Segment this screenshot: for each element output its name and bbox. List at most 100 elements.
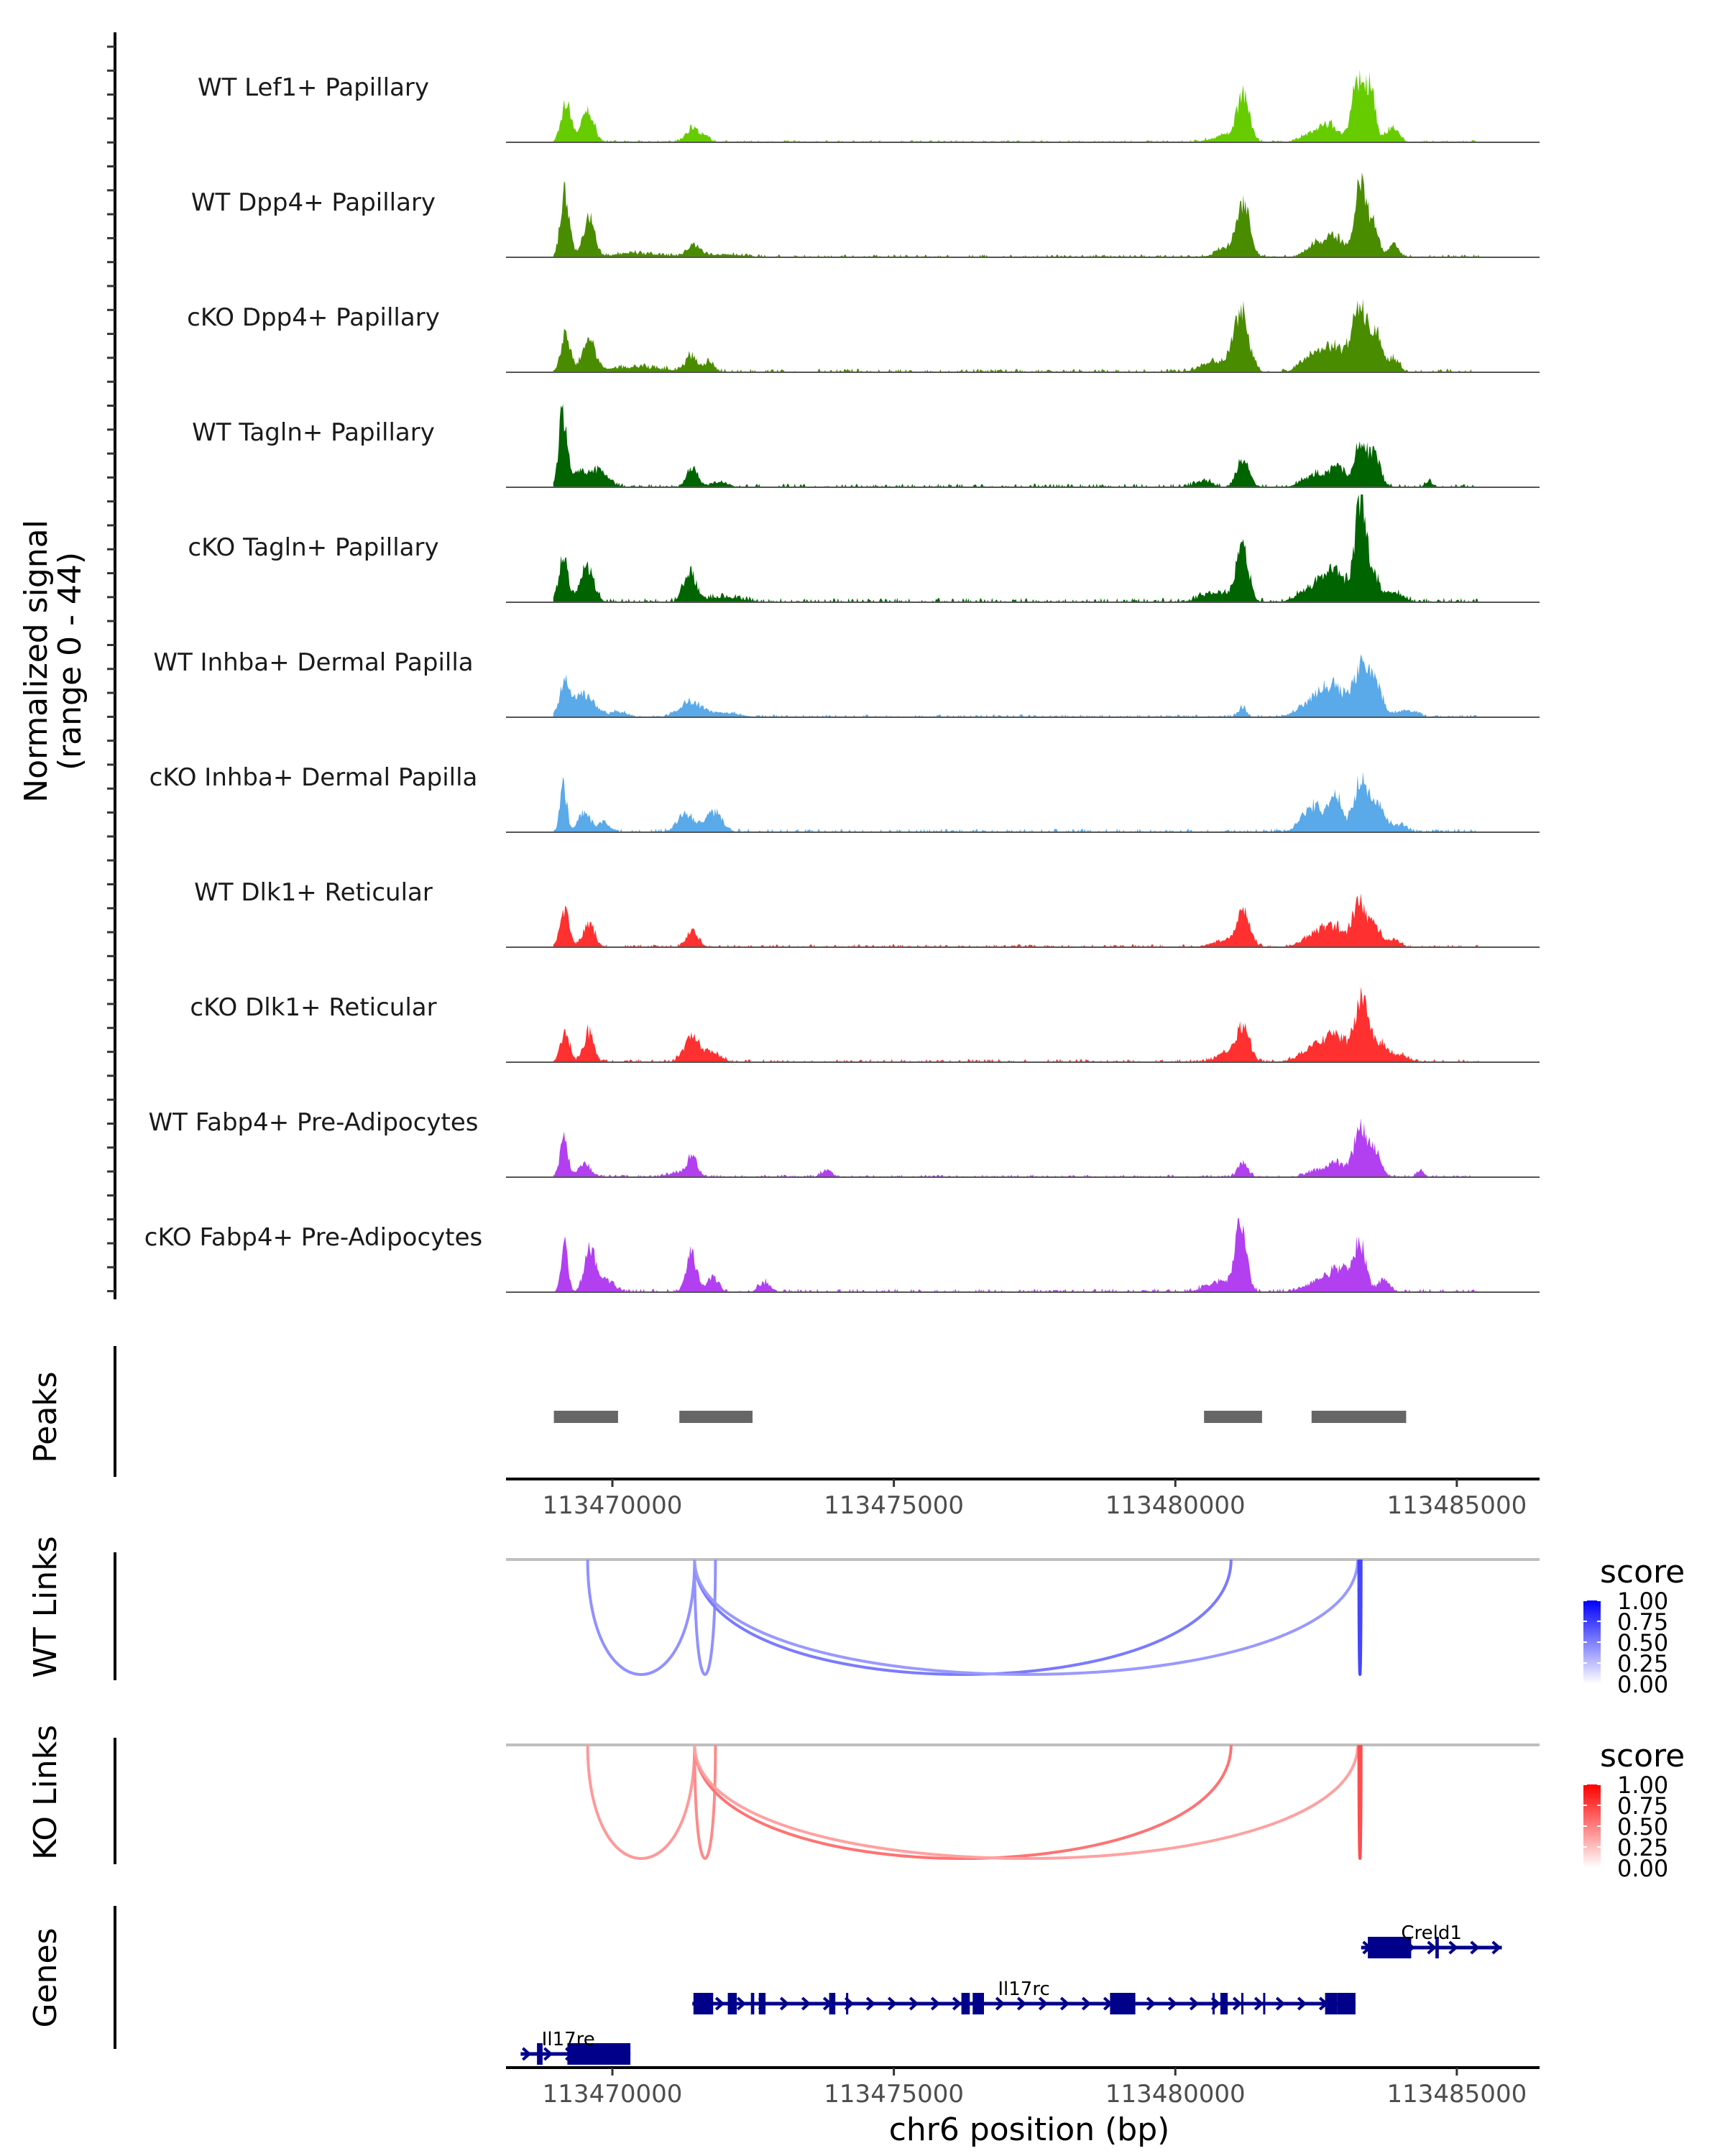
strand-arrow-icon (1146, 1996, 1156, 2011)
x-tick-label: 113485000 (1387, 2080, 1527, 2109)
coverage-area (553, 299, 1480, 372)
strand-arrow-icon (1167, 1996, 1178, 2011)
legend-tick-label: 0.25 (1617, 1834, 1668, 1861)
strand-arrow-icon (1232, 1996, 1243, 2011)
peaks-track-label: Peaks (27, 1371, 64, 1462)
gene-exon (829, 1993, 836, 2014)
gene: Creld1 (1361, 1922, 1502, 1958)
gene: Il17re (520, 2029, 631, 2065)
strand-arrow-icon (995, 1996, 1006, 2011)
legend-title: score (1600, 1738, 1685, 1774)
coverage-track: WT Inhba+ Dermal Papilla (153, 648, 1540, 718)
gene-exon (567, 2043, 631, 2065)
track-label: WT Dpp4+ Papillary (191, 188, 436, 217)
legend-tick-label: 0.25 (1617, 1650, 1668, 1677)
strand-arrow-icon (801, 1996, 811, 2011)
strand-arrow-icon (1297, 1996, 1307, 2011)
gene-exon (961, 1993, 970, 2014)
genes-track-label: Genes (27, 1927, 64, 2027)
link-arc (693, 1744, 1233, 1860)
x-tick-label: 113485000 (1387, 1491, 1527, 1520)
coverage-area (553, 893, 1480, 947)
peak-region (679, 1411, 753, 1423)
strand-arrow-icon (1059, 1996, 1070, 2011)
strand-arrow-icon (930, 1996, 941, 2011)
strand-arrow-icon (1189, 1996, 1200, 2011)
x-axis-genes: 113470000 113475000 113480000 113485000 (506, 2066, 1540, 2109)
coverage-track: cKO Fabp4+ Pre-Adipocytes (144, 1217, 1540, 1293)
coverage-area (553, 172, 1480, 257)
link-arc (693, 1559, 1233, 1676)
strand-arrow-icon (865, 1996, 876, 2011)
strand-arrow-icon (1275, 1996, 1286, 2011)
gene-exon (727, 1993, 737, 2014)
link-arc (693, 1744, 1359, 1860)
coverage-area (553, 1118, 1480, 1177)
coverage-area (553, 69, 1480, 142)
strand-arrow-icon (714, 1996, 725, 2011)
track-label: cKO Dlk1+ Reticular (190, 993, 436, 1022)
legend-tick-label: 1.00 (1617, 1588, 1668, 1615)
peaks-track (114, 1346, 1407, 1477)
gene-name-label: Creld1 (1401, 1922, 1462, 1944)
peak-region (1204, 1411, 1262, 1423)
gene-exon (1212, 1993, 1215, 2014)
legend-title: score (1600, 1554, 1685, 1590)
gene-exon (693, 1993, 714, 2014)
link-arc (1357, 1559, 1363, 1676)
gene: Il17rc (692, 1978, 1356, 2014)
legend-tick-label: 0.00 (1617, 1671, 1668, 1698)
gene-exon (972, 1993, 984, 2014)
strand-arrow-icon (543, 2047, 553, 2061)
strand-arrow-icon (887, 1996, 898, 2011)
x-axis-title: chr6 position (bp) (889, 2111, 1170, 2148)
gene-exon (1325, 1993, 1338, 2014)
track-label: WT Lef1+ Papillary (198, 73, 429, 102)
coverage-tracks: WT Lef1+ Papillary WT Dpp4+ Papillary cKO … (144, 69, 1540, 1293)
legend-tick-label: 0.75 (1617, 1608, 1668, 1636)
gene-exon (1220, 1993, 1228, 2014)
link-arc (693, 1744, 717, 1861)
track-label: WT Inhba+ Dermal Papilla (153, 648, 473, 677)
track-label: cKO Tagln+ Papillary (188, 533, 438, 562)
link-arc (693, 1559, 1359, 1676)
strand-arrow-icon (908, 1996, 919, 2011)
gene-name-label: Il17re (542, 2029, 595, 2050)
link-arc (586, 1744, 696, 1861)
gene-exon (758, 1993, 766, 2014)
strand-arrow-icon (1254, 1996, 1264, 2011)
track-label: cKO Inhba+ Dermal Papilla (150, 763, 478, 792)
coverage-area (553, 1217, 1480, 1292)
strand-arrow-icon (1448, 1940, 1458, 1955)
strand-arrow-icon (1016, 1996, 1027, 2011)
gene-exon (1241, 1993, 1243, 2014)
gene-exon (1110, 1993, 1136, 2014)
legend-tick-label: 0.50 (1617, 1813, 1668, 1841)
coverage-track: WT Lef1+ Papillary (198, 69, 1540, 143)
x-tick-label: 113475000 (824, 1491, 964, 1520)
x-tick-label: 113480000 (1105, 2080, 1246, 2109)
ko-links-track (114, 1738, 1540, 1864)
genes-track: Creld1 Il17rc Il17re (114, 1906, 1502, 2065)
strand-arrow-icon (1491, 1940, 1501, 1955)
strand-arrow-icon (779, 1996, 790, 2011)
x-tick-label: 113475000 (824, 2080, 964, 2109)
coverage-y-axis (107, 32, 116, 1299)
track-label: WT Fabp4+ Pre-Adipocytes (149, 1108, 479, 1137)
coverage-track: cKO Tagln+ Papillary (188, 494, 1540, 603)
x-tick-label: 113480000 (1105, 1491, 1246, 1520)
peak-region (553, 1411, 618, 1423)
strand-arrow-icon (1081, 1996, 1092, 2011)
gene-name-label: Il17rc (998, 1978, 1049, 2000)
gene-exon (1368, 1937, 1412, 1958)
strand-arrow-icon (1038, 1996, 1049, 2011)
coverage-area (553, 772, 1480, 832)
coverage-area (553, 494, 1480, 602)
gene-exon (537, 2043, 543, 2065)
strand-arrow-icon (522, 2047, 532, 2061)
track-label: cKO Dpp4+ Papillary (187, 303, 440, 332)
coverage-track: WT Fabp4+ Pre-Adipocytes (149, 1108, 1540, 1178)
strand-arrow-icon (1427, 1940, 1437, 1955)
